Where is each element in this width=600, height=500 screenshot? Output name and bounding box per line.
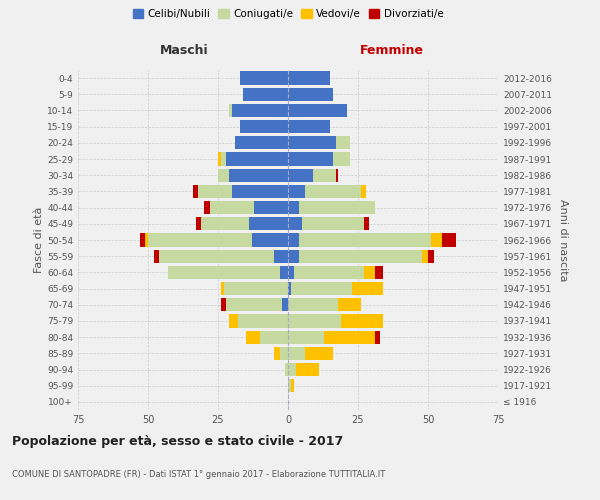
Bar (352, 282, 383, 295)
Bar (241, 72, 288, 85)
Bar (238, 314, 288, 328)
Bar (442, 234, 456, 246)
Bar (288, 217, 302, 230)
Bar (288, 185, 305, 198)
Text: Maschi: Maschi (160, 44, 209, 57)
Bar (291, 379, 293, 392)
Bar (201, 217, 249, 230)
Bar (280, 346, 288, 360)
Bar (246, 330, 260, 344)
Bar (221, 282, 224, 295)
Text: Popolazione per età, sesso e stato civile - 2017: Popolazione per età, sesso e stato civil… (12, 435, 343, 448)
Bar (302, 217, 364, 230)
Bar (167, 266, 280, 279)
Bar (221, 298, 226, 312)
Bar (229, 104, 232, 117)
Bar (431, 234, 442, 246)
Bar (288, 136, 335, 149)
Bar (232, 104, 288, 117)
Bar (288, 314, 341, 328)
Bar (375, 266, 383, 279)
Bar (224, 282, 288, 295)
Bar (204, 201, 209, 214)
Bar (288, 363, 296, 376)
Bar (249, 217, 288, 230)
Bar (296, 363, 319, 376)
Bar (280, 266, 288, 279)
Bar (159, 250, 274, 263)
Bar (288, 234, 299, 246)
Bar (199, 185, 232, 198)
Bar (364, 266, 375, 279)
Bar (140, 234, 145, 246)
Bar (148, 234, 251, 246)
Bar (260, 330, 288, 344)
Bar (209, 201, 254, 214)
Bar (335, 168, 338, 182)
Bar (288, 72, 330, 85)
Bar (288, 298, 338, 312)
Bar (285, 363, 288, 376)
Bar (293, 266, 364, 279)
Bar (341, 314, 383, 328)
Bar (422, 250, 428, 263)
Bar (193, 185, 199, 198)
Bar (288, 152, 333, 166)
Bar (335, 136, 350, 149)
Bar (333, 152, 350, 166)
Bar (375, 330, 380, 344)
Bar (274, 250, 288, 263)
Bar (243, 88, 288, 101)
Bar (305, 185, 361, 198)
Bar (232, 185, 288, 198)
Bar (288, 250, 299, 263)
Bar (226, 298, 283, 312)
Bar (305, 346, 333, 360)
Bar (291, 282, 352, 295)
Bar (229, 314, 238, 328)
Bar (226, 152, 288, 166)
Bar (361, 185, 367, 198)
Bar (288, 379, 291, 392)
Bar (218, 152, 221, 166)
Bar (325, 330, 375, 344)
Bar (288, 201, 299, 214)
Bar (299, 201, 375, 214)
Bar (283, 298, 288, 312)
Bar (251, 234, 288, 246)
Bar (154, 250, 159, 263)
Bar (196, 217, 201, 230)
Legend: Celibi/Nubili, Coniugati/e, Vedovi/e, Divorziati/e: Celibi/Nubili, Coniugati/e, Vedovi/e, Di… (128, 5, 448, 24)
Bar (235, 136, 288, 149)
Bar (229, 168, 288, 182)
Bar (145, 234, 148, 246)
Bar (218, 168, 229, 182)
Bar (288, 88, 333, 101)
Bar (288, 346, 305, 360)
Bar (221, 152, 226, 166)
Bar (338, 298, 361, 312)
Bar (364, 217, 369, 230)
Text: Femmine: Femmine (359, 44, 424, 57)
Bar (254, 201, 288, 214)
Y-axis label: Fasce di età: Fasce di età (34, 207, 44, 273)
Bar (274, 346, 280, 360)
Bar (288, 282, 291, 295)
Bar (428, 250, 434, 263)
Bar (288, 266, 293, 279)
Bar (288, 120, 330, 134)
Y-axis label: Anni di nascita: Anni di nascita (557, 198, 568, 281)
Bar (299, 234, 431, 246)
Bar (288, 330, 325, 344)
Text: COMUNE DI SANTOPADRE (FR) - Dati ISTAT 1° gennaio 2017 - Elaborazione TUTTITALIA: COMUNE DI SANTOPADRE (FR) - Dati ISTAT 1… (12, 470, 385, 479)
Bar (288, 104, 347, 117)
Bar (299, 250, 422, 263)
Bar (288, 168, 313, 182)
Bar (241, 120, 288, 134)
Bar (313, 168, 335, 182)
